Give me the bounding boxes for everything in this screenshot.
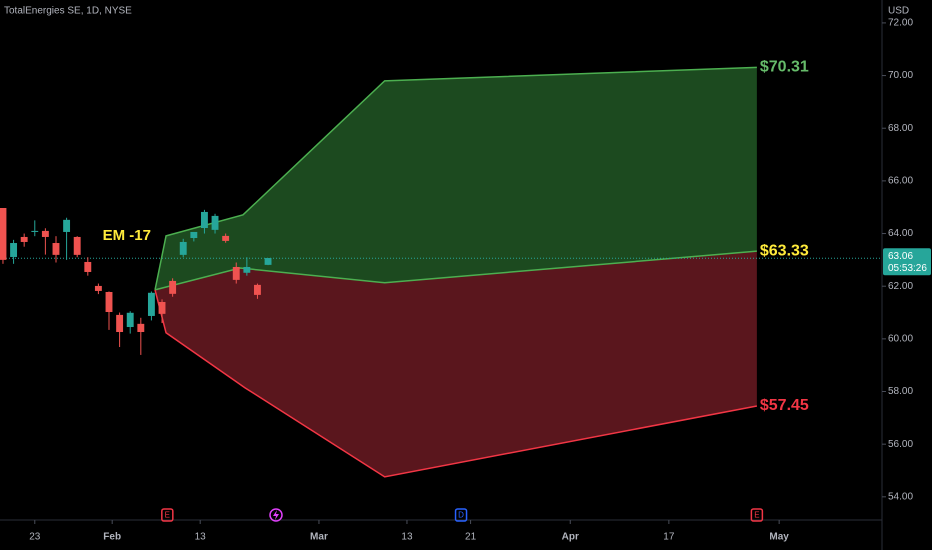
y-tick-label: 56.00: [888, 439, 913, 450]
event-icon[interactable]: [269, 508, 283, 522]
candle-body: [0, 208, 7, 260]
event-icon[interactable]: [273, 510, 279, 520]
y-tick-label: 58.00: [888, 386, 913, 397]
x-tick-label: 17: [663, 532, 675, 543]
y-tick-label: 72.00: [888, 18, 913, 29]
y-tick-label: 70.00: [888, 70, 913, 81]
y-tick-label: 62.00: [888, 281, 913, 292]
cone-label: $57.45: [760, 397, 809, 414]
y-tick-label: 64.00: [888, 228, 913, 239]
candle-body: [222, 235, 230, 241]
candle-body: [137, 323, 145, 333]
lightning-event[interactable]: [269, 508, 283, 522]
x-tick-label: Apr: [562, 532, 579, 543]
candle-body: [147, 292, 155, 316]
event-icon[interactable]: [161, 508, 174, 522]
y-tick-label: 54.00: [888, 491, 913, 502]
candle-body: [41, 230, 49, 237]
em-label: EM -17: [103, 227, 151, 244]
plot: [0, 66, 882, 478]
x-tick-label: Feb: [103, 532, 121, 543]
candle-body: [84, 261, 92, 272]
event-label[interactable]: D: [458, 511, 464, 520]
candle-body: [243, 266, 251, 273]
candle-body: [211, 215, 219, 230]
lower-cone: [155, 251, 757, 477]
candle-body: [52, 243, 60, 255]
cone-label: $63.33: [760, 242, 809, 259]
candle-body: [179, 241, 187, 255]
candle-body: [94, 285, 102, 291]
x-tick-label: Mar: [310, 532, 328, 543]
candle-body: [190, 231, 198, 239]
upper-cone: [155, 67, 757, 290]
candle-body: [10, 243, 18, 257]
candle-body: [31, 230, 39, 232]
y-tick-label: 66.00: [888, 176, 913, 187]
price-tag-countdown: 05:53:26: [888, 263, 927, 274]
candle-body: [232, 266, 240, 280]
x-tick-label: 13: [401, 532, 413, 543]
candle-body: [63, 219, 71, 232]
cone-line: [154, 66, 757, 291]
cone-line: [154, 250, 757, 291]
chart-title: TotalEnergies SE, 1D, NYSE: [4, 6, 132, 17]
candle-body: [169, 280, 177, 294]
candle-body: [73, 236, 81, 255]
candle-body: [264, 258, 272, 265]
candle-body: [116, 314, 124, 333]
candle-body: [126, 312, 134, 328]
y-tick-label: 68.00: [888, 123, 913, 134]
x-tick-label: 23: [29, 532, 41, 543]
x-tick-label: May: [769, 532, 789, 543]
event-label[interactable]: E: [165, 511, 170, 520]
axis-label: USD: [888, 6, 909, 17]
candle-body: [254, 284, 261, 295]
event-label[interactable]: E: [754, 511, 759, 520]
price-tag-value: 63.06: [888, 251, 913, 262]
event-icon[interactable]: [454, 508, 468, 522]
x-tick-label: 13: [195, 532, 207, 543]
candle-body: [105, 291, 113, 312]
x-tick-label: 21: [465, 532, 477, 543]
candle-body: [20, 236, 28, 242]
y-tick-label: 60.00: [888, 333, 913, 344]
event-icon[interactable]: [750, 508, 764, 522]
candle-body: [200, 211, 208, 229]
price-tag: [883, 248, 931, 276]
candle-body: [158, 301, 166, 314]
cone-label: $70.31: [760, 59, 809, 76]
